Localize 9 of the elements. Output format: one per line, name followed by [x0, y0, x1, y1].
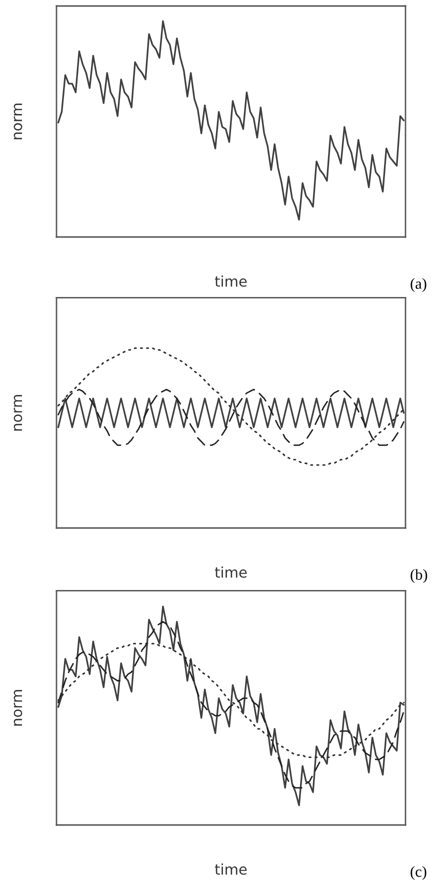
- x-axis-title: time: [214, 864, 247, 875]
- text: (b): [410, 569, 428, 583]
- x-axis-title: time: [214, 566, 247, 578]
- text: (c): [410, 866, 426, 880]
- text: (a): [410, 278, 426, 292]
- y-axis-title: norm: [14, 395, 22, 431]
- x-axis-title: time: [214, 276, 247, 287]
- y-axis-title: norm: [14, 690, 22, 726]
- y-axis-title: norm: [14, 104, 22, 140]
